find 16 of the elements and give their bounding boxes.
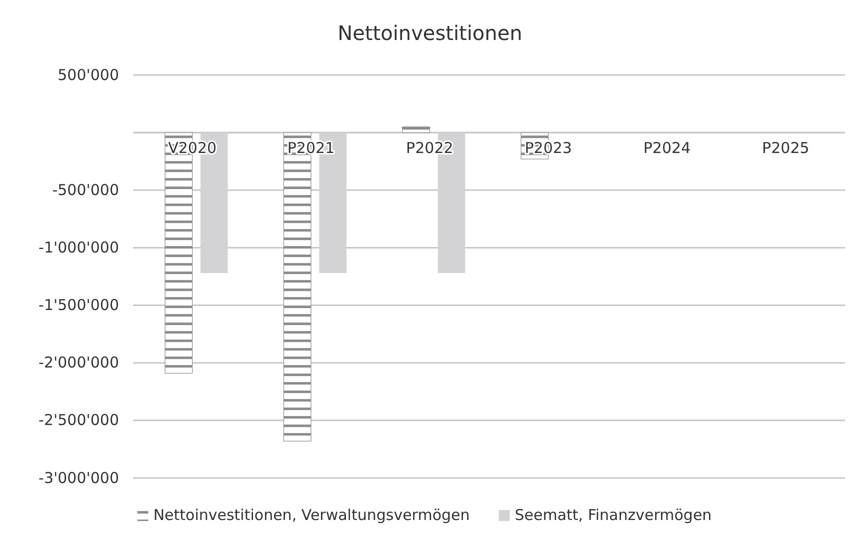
y-tick-label: -500'000 bbox=[52, 180, 119, 199]
x-tick-label: P2022 bbox=[406, 139, 454, 158]
y-tick-label: -2'000'000 bbox=[38, 354, 119, 372]
legend-label: Seematt, Finanzvermögen bbox=[514, 506, 712, 524]
x-tick-label: P2025 bbox=[762, 139, 810, 158]
legend-label: Nettoinvestitionen, Verwaltungsvermögen bbox=[153, 506, 470, 524]
y-tick-label: 500'000 bbox=[58, 66, 119, 84]
y-tick-label: -3'000'000 bbox=[38, 468, 119, 487]
x-tick-label: P2021 bbox=[287, 139, 335, 158]
y-tick-label: -1'500'000 bbox=[38, 296, 119, 314]
x-tick-label: P2024 bbox=[643, 139, 691, 158]
y-tick-label: -1'000'000 bbox=[38, 238, 119, 257]
x-tick-label: P2023 bbox=[524, 139, 572, 158]
chart-title: Nettoinvestitionen bbox=[338, 21, 522, 45]
y-tick-label: -2'500'000 bbox=[38, 411, 119, 430]
x-tick-label: V2020 bbox=[168, 139, 217, 158]
